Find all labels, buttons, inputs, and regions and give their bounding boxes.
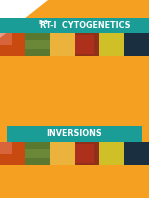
FancyBboxPatch shape — [50, 142, 74, 165]
FancyBboxPatch shape — [99, 33, 124, 56]
FancyBboxPatch shape — [74, 33, 99, 56]
Text: RT-I  CYTOGENETICS: RT-I CYTOGENETICS — [40, 21, 130, 30]
FancyBboxPatch shape — [74, 35, 94, 54]
FancyBboxPatch shape — [74, 144, 94, 163]
FancyBboxPatch shape — [25, 40, 50, 49]
FancyBboxPatch shape — [7, 126, 142, 142]
FancyBboxPatch shape — [74, 142, 99, 165]
FancyBboxPatch shape — [124, 142, 149, 165]
FancyBboxPatch shape — [124, 33, 149, 56]
FancyBboxPatch shape — [99, 142, 124, 165]
Text: INVERSIONS: INVERSIONS — [46, 129, 102, 138]
FancyBboxPatch shape — [25, 149, 50, 158]
FancyBboxPatch shape — [0, 33, 12, 45]
FancyBboxPatch shape — [50, 33, 74, 56]
FancyBboxPatch shape — [50, 142, 74, 165]
FancyBboxPatch shape — [99, 142, 124, 165]
FancyBboxPatch shape — [25, 33, 50, 56]
Polygon shape — [0, 0, 48, 38]
FancyBboxPatch shape — [0, 142, 25, 165]
FancyBboxPatch shape — [0, 142, 12, 153]
FancyBboxPatch shape — [0, 33, 25, 56]
FancyBboxPatch shape — [50, 33, 74, 56]
Text: E-5: E-5 — [38, 21, 48, 26]
FancyBboxPatch shape — [32, 18, 54, 28]
FancyBboxPatch shape — [99, 33, 124, 56]
FancyBboxPatch shape — [0, 18, 149, 33]
FancyBboxPatch shape — [25, 142, 50, 165]
